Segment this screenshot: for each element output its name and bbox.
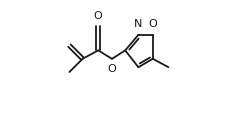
Text: O: O <box>94 11 103 21</box>
Text: O: O <box>148 19 157 29</box>
Text: O: O <box>108 64 116 74</box>
Text: N: N <box>134 19 143 29</box>
